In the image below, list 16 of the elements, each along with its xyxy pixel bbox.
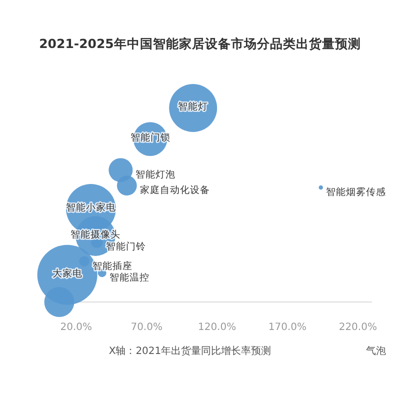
x-tick-label: 120.0% <box>198 322 236 333</box>
annotation: 智能温控 <box>109 271 150 284</box>
annotation: 大家电 <box>52 267 82 280</box>
x-tick-label: 220.0% <box>338 322 377 333</box>
annotation: 智能灯泡 <box>136 168 176 181</box>
x-axis-title: X轴：2021年出货量同比增长率预测 <box>108 345 272 357</box>
annotation: 智能摄像头 <box>70 228 120 241</box>
annotation: 家庭自动化设备 <box>140 184 210 196</box>
annotation: 智能小家电 <box>66 201 116 214</box>
annotation: 智能灯 <box>178 100 208 113</box>
x-tick-label: 170.0% <box>268 322 307 333</box>
annotation: 智能烟雾传感 <box>326 186 386 198</box>
x-tick-label: 20.0% <box>60 322 92 333</box>
chart-title: 2021-2025年中国智能家居设备市场分品类出货量预测 <box>39 36 361 51</box>
text: 气泡 <box>366 345 386 357</box>
x-tick-label: 70.0% <box>130 322 162 333</box>
